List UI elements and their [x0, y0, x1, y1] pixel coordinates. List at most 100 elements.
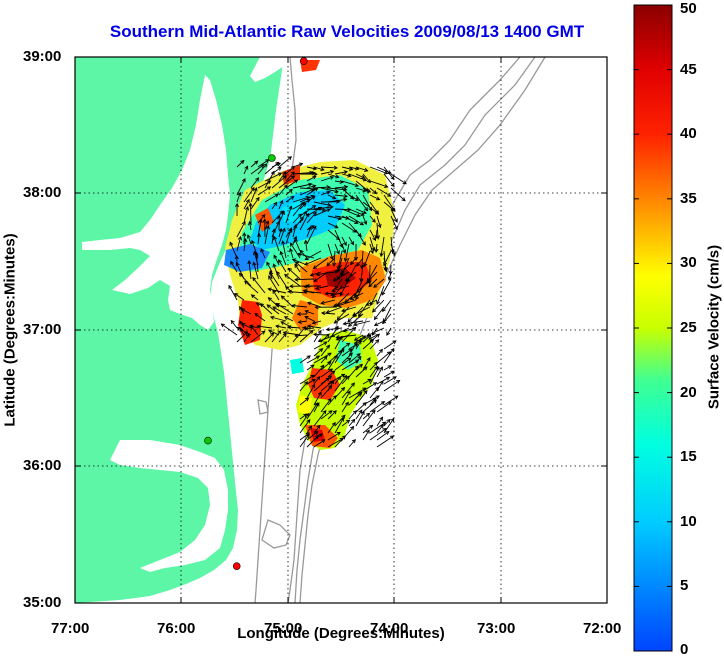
velocity-arrow-head	[354, 197, 360, 201]
station-marker-2	[204, 436, 212, 445]
velocity-arrow-head	[307, 225, 312, 231]
velocity-arrow-head	[310, 374, 315, 379]
velocity-arrow-head	[266, 304, 271, 309]
velocity-arrow-head	[374, 248, 379, 253]
velocity-arrow-head	[389, 435, 395, 440]
velocity-arrow	[243, 187, 255, 203]
velocity-arrow-head	[280, 321, 285, 325]
velocity-arrow-head	[371, 409, 376, 414]
velocity-arrow-head	[349, 260, 355, 266]
velocity-arrow-head	[291, 258, 297, 263]
colorbar-tick-label-30: 30	[680, 254, 697, 272]
velocity-arrow-head	[379, 348, 383, 353]
velocity-arrow-head	[375, 210, 379, 215]
velocity-arrow-head	[348, 348, 353, 353]
velocity-arrow-head	[383, 261, 387, 267]
velocity-arrow-head	[294, 263, 299, 268]
velocity-arrow	[292, 172, 313, 175]
velocity-arrow	[327, 326, 339, 343]
velocity-arrow	[348, 173, 367, 181]
velocity-arrow-head	[373, 283, 378, 288]
velocity-arrow-head	[291, 303, 296, 308]
velocity-arrow	[281, 295, 294, 308]
colorbar-tick-label-10: 10	[680, 512, 697, 530]
velocity-arrow-head	[334, 325, 339, 330]
velocity-arrow	[306, 172, 316, 175]
velocity-arrow	[341, 173, 351, 177]
velocity-arrow	[285, 189, 293, 196]
velocity-arrow	[299, 397, 309, 406]
velocity-arrow-head	[275, 324, 280, 329]
velocity-arrow	[282, 241, 287, 259]
velocity-arrow	[348, 194, 359, 201]
velocity-arrow	[288, 268, 301, 280]
station-marker-3	[232, 562, 241, 570]
velocity-arrow	[321, 312, 336, 315]
velocity-arrow	[383, 419, 391, 427]
velocity-arrow-head	[220, 323, 225, 328]
velocity-arrow	[348, 419, 356, 427]
velocity-arrow-head	[376, 300, 381, 305]
velocity-arrow	[388, 271, 392, 281]
velocity-arrow-head	[379, 416, 384, 421]
velocity-arrow-head	[241, 220, 246, 226]
velocity-arrow	[376, 285, 385, 305]
velocity-arrow-head	[349, 296, 355, 300]
velocity-arrow-head	[290, 242, 294, 247]
velocity-arrow-head	[361, 175, 366, 179]
velocity-arrow-head	[304, 381, 309, 386]
velocity-arrow	[320, 368, 333, 378]
velocity-arrow	[251, 240, 259, 259]
velocity-arrow	[375, 229, 378, 239]
velocity-arrow	[229, 242, 238, 259]
velocity-arrow-head	[387, 365, 393, 370]
grid-lines	[75, 57, 607, 603]
velocity-arrow	[270, 316, 287, 322]
velocity-arrow-head	[320, 311, 326, 316]
velocity-arrow	[264, 221, 269, 231]
velocity-arrow	[321, 299, 336, 304]
velocity-arrow-head	[387, 401, 392, 406]
velocity-arrow	[369, 243, 374, 254]
velocity-arrow	[327, 355, 338, 371]
velocity-arrow-head	[335, 335, 340, 340]
velocity-arrow-head	[333, 319, 338, 324]
velocity-arrow	[299, 330, 314, 343]
velocity-arrow-head	[308, 425, 313, 430]
velocity-arrow	[313, 410, 327, 427]
velocity-arrow	[316, 271, 336, 276]
velocity-arrow	[313, 201, 331, 206]
velocity-arrow-head	[239, 306, 243, 311]
velocity-arrow	[313, 402, 320, 413]
velocity-arrow	[383, 173, 395, 187]
velocity-arrow-head	[237, 235, 242, 241]
velocity-arrow-head	[352, 312, 357, 317]
velocity-arrow-head	[334, 189, 339, 194]
velocity-arrow	[236, 192, 241, 203]
velocity-arrow	[221, 323, 238, 336]
velocity-arrow-head	[336, 276, 341, 281]
velocity-arrow-head	[273, 201, 278, 206]
velocity-arrow	[299, 413, 310, 427]
velocity-arrow	[341, 208, 361, 217]
x-tick-5: 72:00	[583, 620, 622, 637]
velocity-arrow	[334, 171, 348, 175]
velocity-arrow-head	[313, 332, 318, 337]
x-tick-4: 73:00	[477, 620, 516, 637]
velocity-arrow	[368, 278, 378, 287]
velocity-arrow	[236, 160, 245, 168]
velocity-arrow-head	[279, 210, 284, 215]
velocity-arrow-head	[369, 339, 375, 344]
velocity-arrow	[320, 170, 334, 175]
velocity-arrow	[292, 201, 305, 217]
velocity-arrow	[292, 305, 308, 308]
velocity-arrow	[313, 166, 324, 171]
velocity-arrow	[362, 187, 371, 193]
velocity-arrow	[390, 243, 396, 256]
velocity-arrow-head	[245, 333, 250, 338]
velocity-arrow	[334, 375, 347, 392]
velocity-arrow	[334, 435, 346, 448]
velocity-arrow	[368, 334, 378, 340]
velocity-arrow-head	[373, 322, 379, 327]
velocity-arrow	[355, 390, 368, 406]
